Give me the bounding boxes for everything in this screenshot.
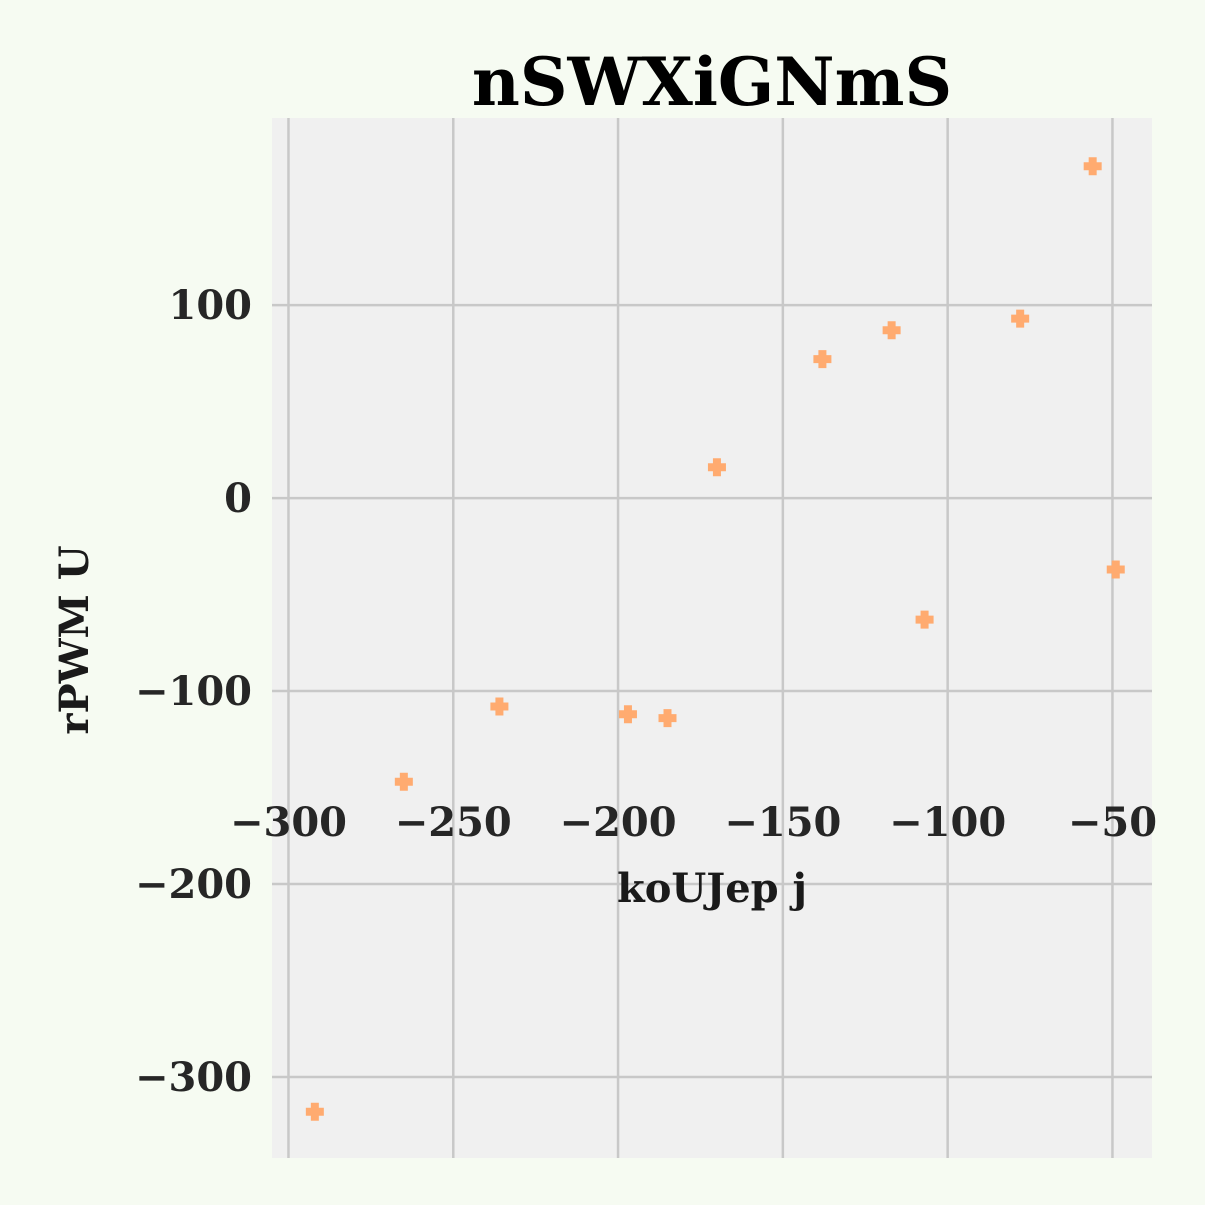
y-tick-label-2: −100 — [135, 668, 252, 715]
x-tick-label-4: −100 — [889, 799, 1006, 846]
x-tick-label-5: −50 — [1068, 799, 1157, 846]
x-tick-label-1: −250 — [395, 799, 512, 846]
grid-lines — [272, 118, 1152, 1158]
x-tick-label-2: −200 — [560, 799, 677, 846]
data-point-10 — [1083, 157, 1102, 176]
y-tick-label-0: 100 — [169, 282, 253, 329]
y-axis-label: rPWM U — [51, 545, 98, 734]
y-tick-labels: 100 0 −100 −200 −300 — [135, 282, 252, 1101]
x-tick-labels: −300 −250 −200 −150 −100 −50 — [230, 799, 1157, 846]
data-point-1 — [394, 772, 413, 791]
data-point-6 — [813, 350, 832, 369]
data-points — [305, 157, 1125, 1121]
x-tick-label-0: −300 — [230, 799, 347, 846]
data-point-5 — [707, 458, 726, 477]
data-point-8 — [915, 610, 934, 629]
data-point-0 — [305, 1102, 324, 1121]
y-tick-label-4: −300 — [135, 1054, 252, 1101]
x-tick-label-3: −150 — [724, 799, 841, 846]
x-axis-label: koUJep j — [617, 865, 807, 912]
data-point-3 — [618, 705, 637, 724]
plot-background — [272, 118, 1152, 1158]
data-point-4 — [658, 709, 677, 728]
chart-title: nSWXiGNmS — [472, 43, 952, 121]
data-point-7 — [882, 321, 901, 340]
data-point-9 — [1011, 309, 1030, 328]
data-point-11 — [1106, 560, 1125, 579]
data-point-2 — [490, 697, 509, 716]
y-tick-label-3: −200 — [135, 861, 252, 908]
y-tick-label-1: 0 — [224, 475, 252, 522]
